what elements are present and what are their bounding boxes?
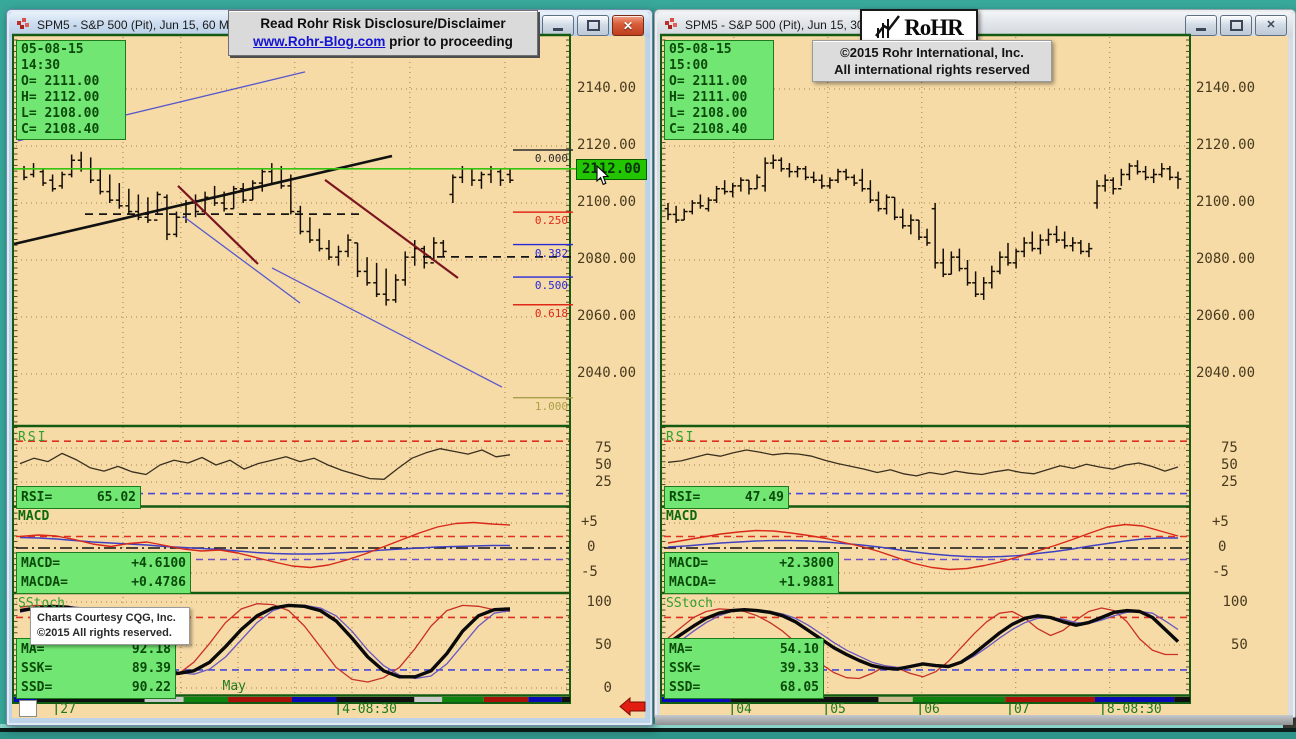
maximize-button[interactable] xyxy=(1220,15,1252,36)
mouse-cursor xyxy=(596,165,610,186)
rsi-key: RSI= xyxy=(21,490,53,505)
minimize-icon xyxy=(1196,28,1206,31)
copyright-box: ©2015 Rohr International, Inc. All inter… xyxy=(812,40,1052,82)
macd-key: MACD= xyxy=(21,556,61,571)
disclaimer-line1: Read Rohr Risk Disclosure/Disclaimer xyxy=(260,16,506,31)
desktop-bottom-dark-line xyxy=(0,728,1296,732)
maximize-icon xyxy=(1229,20,1243,31)
sstoch-value-box-60min: MA= 92.18 SSK= 89.39 SSD= 90.22 xyxy=(16,638,176,699)
rsi-key: RSI= xyxy=(669,490,701,505)
info-date: 05-08-15 xyxy=(669,42,732,57)
rohr-logo-chart-icon xyxy=(875,14,902,40)
disclaimer-line2: www.Rohr-Blog.com prior to proceeding xyxy=(237,33,529,51)
info-date: 05-08-15 xyxy=(21,42,84,57)
disclaimer-line2-rest: prior to proceeding xyxy=(385,34,513,49)
close-icon: ✕ xyxy=(622,18,634,33)
ssd-value: 68.05 xyxy=(779,680,819,695)
cqg-app-icon xyxy=(17,18,29,29)
info-open: O= 2111.00 xyxy=(669,74,748,89)
desktop-bottom-strip xyxy=(0,732,1296,739)
macda-key: MACDA= xyxy=(21,575,68,590)
close-icon: ✕ xyxy=(1266,19,1276,31)
maximize-icon xyxy=(586,20,600,31)
rsi-value: 65.02 xyxy=(96,490,136,505)
tooltip-line1: Charts Courtesy CQG, Inc. xyxy=(37,612,176,624)
info-high: H= 2111.00 xyxy=(669,90,748,105)
copyright-line2: All international rights reserved xyxy=(834,62,1030,77)
info-time: 14:30 xyxy=(21,58,61,73)
macd-value-box-60min: MACD= +4.6100 MACDA= +0.4786 xyxy=(16,552,191,594)
desktop-bottom-highlight xyxy=(0,724,1296,728)
ssd-key: SSD= xyxy=(669,680,701,695)
risk-disclaimer-box: Read Rohr Risk Disclosure/Disclaimer www… xyxy=(228,10,538,56)
macd-value: +4.6100 xyxy=(131,556,186,571)
minimize-button[interactable] xyxy=(542,15,574,36)
ssk-key: SSK= xyxy=(21,661,53,676)
minimize-icon xyxy=(553,28,563,31)
macd-panel-label: MACD xyxy=(666,509,698,524)
macd-value: +2.3800 xyxy=(779,556,834,571)
rohr-blog-link[interactable]: www.Rohr-Blog.com xyxy=(253,34,386,49)
cqg-app-icon xyxy=(665,18,677,29)
tooltip-line2: ©2015 All rights reserved. xyxy=(37,627,172,639)
info-high: H= 2112.00 xyxy=(21,90,100,105)
ssk-value: 89.39 xyxy=(131,661,171,676)
rsi-value-box-60min: RSI= 65.02 xyxy=(16,486,141,509)
ssk-value: 39.33 xyxy=(779,661,819,676)
ohlc-info-box-30min: 05-08-15 15:00 O= 2111.00 H= 2111.00 L= … xyxy=(664,40,774,140)
right-window-bottom-frame xyxy=(655,715,1293,725)
info-close: C= 2108.40 xyxy=(21,122,100,137)
close-button[interactable]: ✕ xyxy=(612,15,644,36)
current-price-highlight: 2112.00 xyxy=(576,159,647,180)
ma-key: MA= xyxy=(669,642,693,657)
ssd-value: 90.22 xyxy=(131,680,171,695)
window-title: SPM5 - S&P 500 (Pit), Jun 15, 30 Min xyxy=(685,17,887,32)
copyright-line1: ©2015 Rohr International, Inc. xyxy=(840,45,1024,60)
rsi-value: 47.49 xyxy=(744,490,784,505)
info-time: 15:00 xyxy=(669,58,709,73)
scroll-left-arrow-icon[interactable] xyxy=(619,697,646,716)
macda-value: +1.9881 xyxy=(779,575,834,590)
macd-value-box-30min: MACD= +2.3800 MACDA= +1.9881 xyxy=(664,552,839,594)
ohlc-info-box-60min: 05-08-15 14:30 O= 2111.00 H= 2112.00 L= … xyxy=(16,40,126,140)
rohr-logo-text: RoHR xyxy=(904,14,964,40)
macd-panel-label: MACD xyxy=(18,509,50,524)
info-low: L= 2108.00 xyxy=(21,106,100,121)
macda-key: MACDA= xyxy=(669,575,716,590)
close-button[interactable]: ✕ xyxy=(1255,15,1287,36)
minimize-button[interactable] xyxy=(1185,15,1217,36)
window-title: SPM5 - S&P 500 (Pit), Jun 15, 60 Min xyxy=(37,17,239,32)
maximize-button[interactable] xyxy=(577,15,609,36)
ma-value: 54.10 xyxy=(779,642,819,657)
macd-key: MACD= xyxy=(669,556,709,571)
cqg-courtesy-tooltip: Charts Courtesy CQG, Inc. ©2015 All righ… xyxy=(30,607,190,645)
ssd-key: SSD= xyxy=(21,680,53,695)
rsi-value-box-30min: RSI= 47.49 xyxy=(664,486,789,509)
info-low: L= 2108.00 xyxy=(669,106,748,121)
info-open: O= 2111.00 xyxy=(21,74,100,89)
ssk-key: SSK= xyxy=(669,661,701,676)
sstoch-panel-label: SStoch xyxy=(666,596,713,611)
macda-value: +0.4786 xyxy=(131,575,186,590)
chart-checkbox[interactable] xyxy=(19,700,37,717)
rsi-panel-label: RSI xyxy=(18,430,48,445)
rsi-panel-label: RSI xyxy=(666,430,696,445)
info-close: C= 2108.40 xyxy=(669,122,748,137)
sstoch-value-box-30min: MA= 54.10 SSK= 39.33 SSD= 68.05 xyxy=(664,638,824,699)
